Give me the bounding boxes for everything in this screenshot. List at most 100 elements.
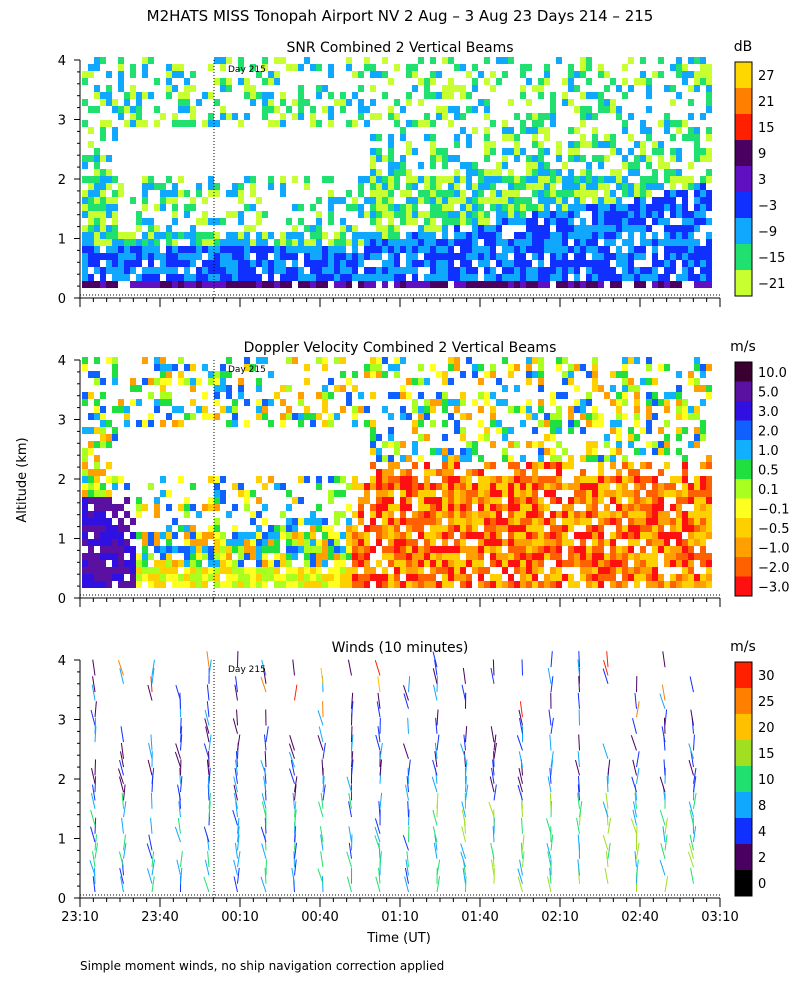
wind-barb: [432, 651, 438, 668]
wind-barb: [493, 784, 497, 801]
colorbar-frame: [734, 361, 753, 597]
wind-barb: [351, 701, 354, 718]
wind-barb: [634, 692, 637, 709]
wind-barb: [119, 776, 124, 793]
wind-barb: [261, 793, 267, 809]
colorbar-label: −21: [758, 277, 785, 292]
colorbar-label: −3.0: [758, 580, 790, 595]
colorbar-swatch: [735, 766, 752, 792]
wind-barb: [146, 868, 153, 884]
wind-barb: [636, 826, 638, 843]
wind-barb: [294, 859, 297, 876]
wind-barb: [576, 817, 580, 834]
wind-barb: [236, 709, 238, 726]
wind-barb: [578, 734, 580, 751]
panel-title: Winds (10 minutes): [332, 640, 469, 656]
wind-barb: [179, 692, 181, 709]
colorbar-swatch: [735, 140, 752, 166]
wind-barb: [433, 684, 438, 701]
wind-barb: [403, 685, 409, 701]
y-tick-label: 4: [58, 654, 66, 669]
wind-barb: [94, 817, 97, 834]
wind-barb: [403, 693, 409, 709]
y-tick-label: 1: [58, 233, 66, 248]
colorbar-swatch: [735, 714, 752, 740]
colorbar-swatch: [735, 270, 752, 296]
wind-barb: [661, 726, 666, 743]
y-tick-label: 2: [58, 773, 66, 788]
wind-barb: [263, 734, 267, 751]
wind-barb: [180, 726, 183, 743]
wind-barb: [120, 876, 124, 893]
wind-barb: [636, 767, 640, 784]
wind-barb: [208, 734, 212, 751]
colorbar-label: 10.0: [758, 366, 787, 381]
wind-barb: [263, 776, 267, 793]
y-tick-label: 3: [58, 114, 66, 129]
wind-barb: [516, 735, 523, 751]
wind-barb: [549, 767, 552, 784]
colorbar-swatch: [735, 740, 752, 766]
wind-barb: [490, 842, 495, 859]
wind-barb: [664, 817, 668, 834]
colorbar-frame: [734, 61, 753, 297]
wind-barb: [151, 851, 155, 868]
wind-barb: [294, 809, 297, 826]
wind-barb: [119, 868, 124, 884]
colorbar-swatch: [735, 218, 752, 244]
wind-barb: [208, 801, 211, 818]
y-tick-label: 4: [58, 54, 66, 69]
wind-barb: [550, 651, 553, 668]
y-axis-label: Altitude (km): [15, 437, 30, 522]
wind-barb: [606, 776, 609, 793]
wind-barb: [518, 709, 523, 726]
wind-barb: [233, 876, 238, 893]
wind-barb: [150, 792, 153, 809]
wind-barb: [294, 801, 297, 818]
wind-barb: [374, 660, 381, 676]
wind-barb: [662, 826, 666, 843]
wind-barb: [94, 717, 97, 734]
wind-barb: [264, 817, 267, 834]
y-tick-label: 1: [58, 533, 66, 548]
wind-barb: [264, 751, 267, 768]
wind-barb: [206, 651, 210, 668]
wind-barb: [578, 651, 580, 668]
wind-barb: [317, 710, 324, 726]
wind-barb: [577, 834, 580, 851]
wind-barb: [522, 851, 525, 868]
wind-barb: [436, 876, 441, 893]
colorbar-swatch: [735, 792, 752, 818]
wind-barb: [204, 859, 210, 876]
wind-barb: [348, 792, 352, 809]
wind-barb: [288, 743, 295, 759]
wind-barb: [232, 809, 238, 826]
data-field: [82, 57, 712, 288]
wind-barb: [460, 851, 466, 868]
wind-barb: [547, 667, 552, 684]
x-tick-label: 02:10: [541, 910, 578, 925]
wind-barb: [348, 801, 352, 818]
wind-barb: [237, 734, 241, 751]
wind-barb: [294, 776, 298, 793]
colorbar: dB 27 21 15 9 3 −3 −9 −15 −21: [734, 39, 785, 297]
colorbar-swatch: [735, 114, 752, 140]
colorbar-label: −1.0: [758, 541, 790, 556]
wind-barb: [693, 734, 695, 751]
wind-barb: [290, 759, 295, 776]
colorbar-label: −0.5: [758, 522, 790, 537]
wind-barb: [120, 742, 124, 759]
wind-barb: [664, 834, 668, 851]
wind-barb: [688, 801, 694, 818]
wind-barb: [150, 676, 153, 693]
y-tick-label: 2: [58, 473, 66, 488]
y-tick-label: 0: [58, 592, 66, 607]
wind-barb: [233, 776, 238, 793]
wind-barb: [94, 834, 98, 851]
wind-barb: [289, 735, 295, 751]
x-tick-label: 00:10: [221, 910, 258, 925]
wind-barb: [690, 709, 694, 726]
